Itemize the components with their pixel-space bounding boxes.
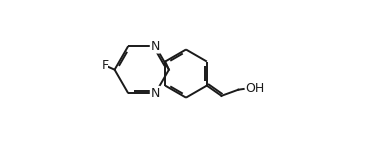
Text: N: N [151,87,160,100]
Text: N: N [151,40,160,53]
Text: OH: OH [245,82,264,95]
Text: F: F [102,58,109,72]
